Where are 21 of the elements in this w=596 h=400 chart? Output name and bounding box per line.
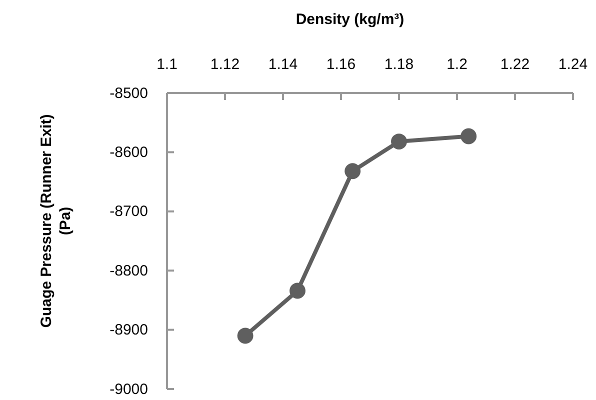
x-tick-label: 1.18 <box>384 56 414 73</box>
point <box>344 163 361 180</box>
y-axis-title: Guage Pressure (Runner Exit) (Pa) <box>38 114 74 328</box>
y-tick-label: -8900 <box>110 322 148 339</box>
point <box>237 328 254 344</box>
y-tick-label: -8600 <box>110 144 148 161</box>
y-tick-label: -8700 <box>110 203 148 220</box>
point <box>460 128 477 144</box>
x-tick-label: 1.12 <box>210 56 240 73</box>
y-tick-label: -8800 <box>110 262 148 280</box>
point <box>290 282 306 299</box>
y-tick-label: -8500 <box>110 84 148 102</box>
x-tick-label: 1.24 <box>558 56 588 73</box>
x-tick-label: 1.2 <box>446 56 468 73</box>
x-tick-label: 1.1 <box>156 56 178 73</box>
x-axis-title: Density (kg/m³) <box>296 11 404 28</box>
x-tick-label: 1.22 <box>500 56 530 73</box>
point <box>391 134 407 150</box>
x-tick-label: 1.14 <box>268 56 298 73</box>
y-tick-label: -9000 <box>110 380 148 398</box>
x-tick-label: 1.16 <box>326 56 356 73</box>
